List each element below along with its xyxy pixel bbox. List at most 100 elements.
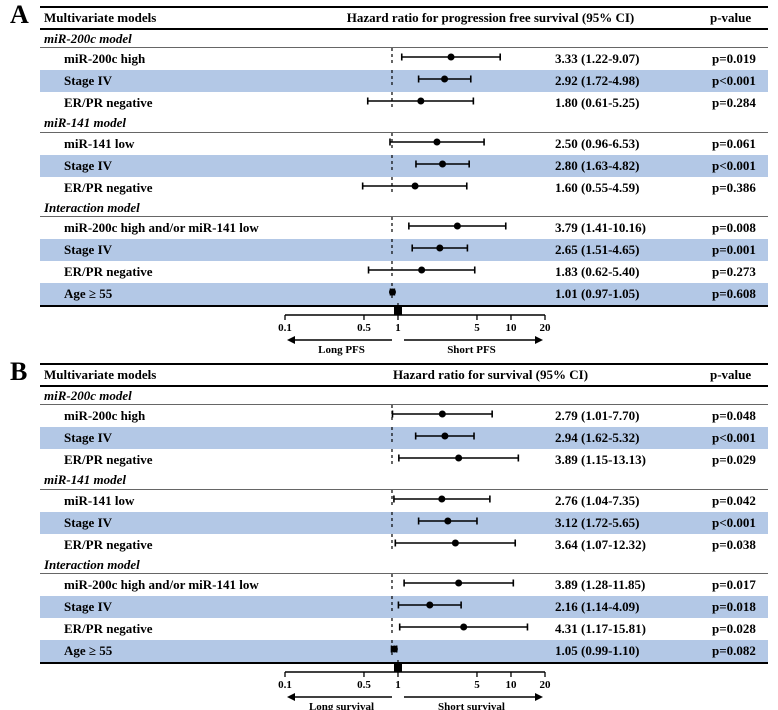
variable-label: miR-200c high <box>40 48 275 71</box>
svg-text:20: 20 <box>540 322 552 334</box>
forest-cell <box>275 534 555 556</box>
hr-text: 4.31 (1.17-15.81) <box>555 618 706 640</box>
variable-label: miR-141 low <box>40 489 275 512</box>
table-row: Stage IV 3.12 (1.72-5.65) p<0.001 <box>40 512 768 534</box>
table-row: Stage IV 2.92 (1.72-4.98) p<0.001 <box>40 70 768 92</box>
svg-text:0.1: 0.1 <box>278 679 292 691</box>
variable-label: miR-200c high <box>40 405 275 428</box>
variable-label: ER/PR negative <box>40 449 275 471</box>
svg-text:10: 10 <box>505 322 516 334</box>
variable-label: Stage IV <box>40 70 275 92</box>
p-value: p=0.028 <box>706 618 768 640</box>
variable-label: ER/PR negative <box>40 618 275 640</box>
variable-label: Age ≥ 55 <box>40 640 275 663</box>
svg-text:10: 10 <box>505 679 516 691</box>
hr-text: 2.50 (0.96-6.53) <box>555 132 706 155</box>
hr-text: 2.92 (1.72-4.98) <box>555 70 706 92</box>
forest-cell <box>275 177 555 199</box>
forest-cell <box>275 618 555 640</box>
variable-label: ER/PR negative <box>40 534 275 556</box>
p-value: p=0.608 <box>706 283 768 306</box>
svg-text:Short PFS: Short PFS <box>447 344 496 356</box>
forest-cell <box>275 48 555 71</box>
table-row: ER/PR negative 3.64 (1.07-12.32) p=0.038 <box>40 534 768 556</box>
forest-cell <box>275 261 555 283</box>
variable-label: Age ≥ 55 <box>40 283 275 306</box>
table-row: miR-141 low 2.76 (1.04-7.35) p=0.042 <box>40 489 768 512</box>
hr-text: 1.60 (0.55-4.59) <box>555 177 706 199</box>
hr-text: 1.05 (0.99-1.10) <box>555 640 706 663</box>
model-header: Interaction model <box>40 556 768 574</box>
p-value: p=0.284 <box>706 92 768 114</box>
variable-label: ER/PR negative <box>40 177 275 199</box>
table-row: miR-141 low 2.50 (0.96-6.53) p=0.061 <box>40 132 768 155</box>
table-row: ER/PR negative 4.31 (1.17-15.81) p=0.028 <box>40 618 768 640</box>
table-row: miR-200c high and/or miR-141 low 3.89 (1… <box>40 574 768 597</box>
table-row: ER/PR negative 1.83 (0.62-5.40) p=0.273 <box>40 261 768 283</box>
p-value: p=0.038 <box>706 534 768 556</box>
hr-text: 3.12 (1.72-5.65) <box>555 512 706 534</box>
hr-text: 2.80 (1.63-4.82) <box>555 155 706 177</box>
p-value: p=0.001 <box>706 239 768 261</box>
p-value: p<0.001 <box>706 155 768 177</box>
axis-row: 0.10.5151020 Long PFS Short PFS <box>40 306 768 353</box>
table-row: Stage IV 2.94 (1.62-5.32) p<0.001 <box>40 427 768 449</box>
panel-letter: B <box>10 357 27 387</box>
hr-text: 3.89 (1.28-11.85) <box>555 574 706 597</box>
model-header: miR-141 model <box>40 471 768 489</box>
col-forest: Hazard ratio for progression free surviv… <box>275 7 706 29</box>
p-value: p<0.001 <box>706 70 768 92</box>
forest-cell <box>275 596 555 618</box>
forest-cell <box>275 92 555 114</box>
panel-B: B Multivariate models Hazard ratio for s… <box>0 357 778 710</box>
table-row: Stage IV 2.65 (1.51-4.65) p=0.001 <box>40 239 768 261</box>
p-value: p=0.061 <box>706 132 768 155</box>
variable-label: ER/PR negative <box>40 261 275 283</box>
p-value: p=0.008 <box>706 217 768 240</box>
svg-text:20: 20 <box>540 679 552 691</box>
svg-text:5: 5 <box>474 322 480 334</box>
model-header: miR-200c model <box>40 386 768 405</box>
forest-cell <box>275 640 555 663</box>
hr-text: 2.94 (1.62-5.32) <box>555 427 706 449</box>
forest-cell <box>275 449 555 471</box>
forest-cell <box>275 283 555 306</box>
p-value: p=0.029 <box>706 449 768 471</box>
p-value: p<0.001 <box>706 512 768 534</box>
hr-text: 2.76 (1.04-7.35) <box>555 489 706 512</box>
col-models: Multivariate models <box>40 7 275 29</box>
col-pvalue: p-value <box>706 364 768 386</box>
table-row: Stage IV 2.16 (1.14-4.09) p=0.018 <box>40 596 768 618</box>
p-value: p=0.082 <box>706 640 768 663</box>
col-forest: Hazard ratio for survival (95% CI) <box>275 364 706 386</box>
table-row: Age ≥ 55 1.01 (0.97-1.05) p=0.608 <box>40 283 768 306</box>
variable-label: Stage IV <box>40 512 275 534</box>
forest-cell <box>275 217 555 240</box>
forest-table: Multivariate models Hazard ratio for sur… <box>40 363 768 710</box>
hr-text: 1.01 (0.97-1.05) <box>555 283 706 306</box>
model-header: Interaction model <box>40 199 768 217</box>
variable-label: Stage IV <box>40 155 275 177</box>
forest-cell <box>275 239 555 261</box>
forest-cell <box>275 427 555 449</box>
forest-cell <box>275 512 555 534</box>
forest-table: Multivariate models Hazard ratio for pro… <box>40 6 768 353</box>
hr-text: 3.64 (1.07-12.32) <box>555 534 706 556</box>
col-pvalue: p-value <box>706 7 768 29</box>
table-row: Age ≥ 55 1.05 (0.99-1.10) p=0.082 <box>40 640 768 663</box>
variable-label: miR-200c high and/or miR-141 low <box>40 217 275 240</box>
forest-cell <box>275 574 555 597</box>
forest-cell <box>275 155 555 177</box>
forest-cell <box>275 70 555 92</box>
table-row: Stage IV 2.80 (1.63-4.82) p<0.001 <box>40 155 768 177</box>
svg-text:0.5: 0.5 <box>357 679 371 691</box>
variable-label: Stage IV <box>40 427 275 449</box>
panel-A: A Multivariate models Hazard ratio for p… <box>0 0 778 353</box>
svg-text:Short survival: Short survival <box>438 701 505 710</box>
model-header: miR-141 model <box>40 114 768 132</box>
forest-cell <box>275 405 555 428</box>
table-row: miR-200c high 2.79 (1.01-7.70) p=0.048 <box>40 405 768 428</box>
p-value: p=0.019 <box>706 48 768 71</box>
hr-text: 2.79 (1.01-7.70) <box>555 405 706 428</box>
hr-text: 3.33 (1.22-9.07) <box>555 48 706 71</box>
